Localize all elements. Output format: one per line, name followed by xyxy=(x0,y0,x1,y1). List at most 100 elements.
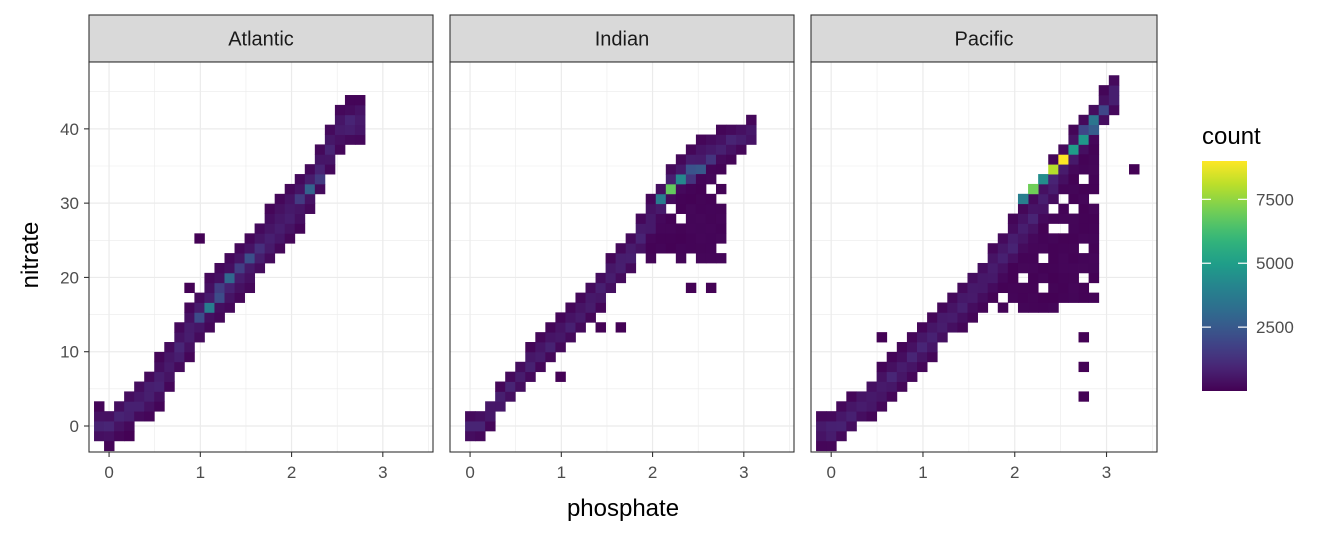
legend-tick-label: 2500 xyxy=(1256,318,1294,337)
bin-cell xyxy=(605,262,617,274)
bin-cell xyxy=(94,411,105,422)
legend-tick-label: 5000 xyxy=(1256,254,1294,273)
bin-cell xyxy=(1017,262,1029,274)
bin-cell xyxy=(204,282,215,294)
bin-cell xyxy=(294,183,306,195)
bin-cell xyxy=(987,282,999,294)
y-tick-label: 30 xyxy=(60,194,79,213)
bin-cell xyxy=(1068,134,1079,145)
bin-cell xyxy=(1048,193,1059,205)
bin-cell xyxy=(896,361,908,373)
bin-cell xyxy=(585,312,596,323)
bin-cell xyxy=(906,332,918,343)
bin-cell xyxy=(234,262,245,274)
bin-cell xyxy=(324,124,336,135)
bin-cell xyxy=(585,292,596,303)
bin-cell xyxy=(465,411,476,422)
bin-cell xyxy=(1078,262,1090,274)
bin-cell xyxy=(585,302,596,313)
bin-cell xyxy=(625,253,637,264)
bin-cell xyxy=(876,381,888,392)
bin-cell xyxy=(715,164,727,175)
bin-cell xyxy=(495,381,506,392)
bin-cell xyxy=(575,312,586,323)
bin-cell xyxy=(234,282,245,294)
bin-cell xyxy=(886,361,898,373)
facet-strip xyxy=(449,14,795,63)
bin-cell xyxy=(957,312,968,323)
bin-cell xyxy=(1068,154,1079,165)
bin-cell xyxy=(1078,124,1090,135)
bin-cell xyxy=(1108,85,1120,96)
bin-cell xyxy=(846,401,857,412)
bin-cell xyxy=(1028,272,1039,284)
bin-cell xyxy=(1088,203,1100,214)
bin-cell xyxy=(896,381,908,392)
bin-cell xyxy=(194,322,205,333)
bin-cell xyxy=(705,213,717,224)
bin-cell xyxy=(1028,233,1039,244)
bin-cell xyxy=(685,203,697,214)
bin-cell xyxy=(354,104,366,116)
bin-cell xyxy=(685,223,697,234)
bin-cell xyxy=(1088,233,1100,244)
bin-cell xyxy=(1007,292,1019,303)
x-tick-label: 2 xyxy=(287,463,296,482)
bin-cell xyxy=(896,342,908,353)
bin-cell xyxy=(324,164,336,175)
bin-cell xyxy=(906,361,918,373)
bin-cell xyxy=(1068,213,1079,224)
bin-cell xyxy=(124,421,135,432)
bin-cell xyxy=(495,391,506,402)
bin-cell xyxy=(1038,213,1049,224)
bin-cell xyxy=(715,144,727,155)
bin-cell xyxy=(525,371,536,382)
bin-cell xyxy=(1038,302,1049,313)
bin-cell xyxy=(675,223,687,234)
bin-cell xyxy=(846,421,857,432)
bin-cell xyxy=(1088,213,1100,224)
bin-cell xyxy=(705,144,717,155)
bin-cell xyxy=(475,430,486,442)
bin-cell xyxy=(1068,164,1079,175)
bin-cell xyxy=(234,272,245,284)
bin-cell xyxy=(545,342,556,353)
bin-cell xyxy=(655,213,667,224)
bin-cell xyxy=(164,361,175,373)
bin-cell xyxy=(886,381,898,392)
bin-cell xyxy=(304,174,316,185)
bin-cell xyxy=(1058,233,1069,244)
bin-cell xyxy=(1048,272,1059,284)
bin-cell xyxy=(184,332,195,343)
bin-cell xyxy=(234,243,245,254)
bin-cell xyxy=(886,371,898,382)
bin-cell xyxy=(705,164,717,175)
bin-cell xyxy=(154,361,165,373)
bin-cell xyxy=(886,351,898,363)
bin-cell xyxy=(736,144,747,155)
bin-cell xyxy=(184,342,195,353)
bin-cell xyxy=(715,253,727,264)
bin-cell xyxy=(595,292,606,303)
bin-cell xyxy=(1088,164,1100,175)
bin-cell xyxy=(1048,262,1059,274)
bin-cell xyxy=(876,371,888,382)
bin-cell xyxy=(705,174,717,185)
bin-cell xyxy=(154,381,165,392)
bin-cell xyxy=(94,401,105,412)
bin-cell xyxy=(354,124,366,135)
bin-cell xyxy=(937,332,948,343)
bin-cell xyxy=(294,203,306,214)
bin-cell xyxy=(635,233,647,244)
bin-cell xyxy=(94,430,105,442)
bin-cell xyxy=(1129,164,1140,175)
bin-cell xyxy=(334,144,346,155)
bin-cell xyxy=(1068,253,1079,264)
bin-cell xyxy=(595,322,606,333)
bin-cell xyxy=(826,411,837,422)
bin-cell xyxy=(1048,292,1059,303)
bin-cell xyxy=(645,233,657,244)
bin-cell xyxy=(947,292,958,303)
bin-cell xyxy=(715,183,727,195)
